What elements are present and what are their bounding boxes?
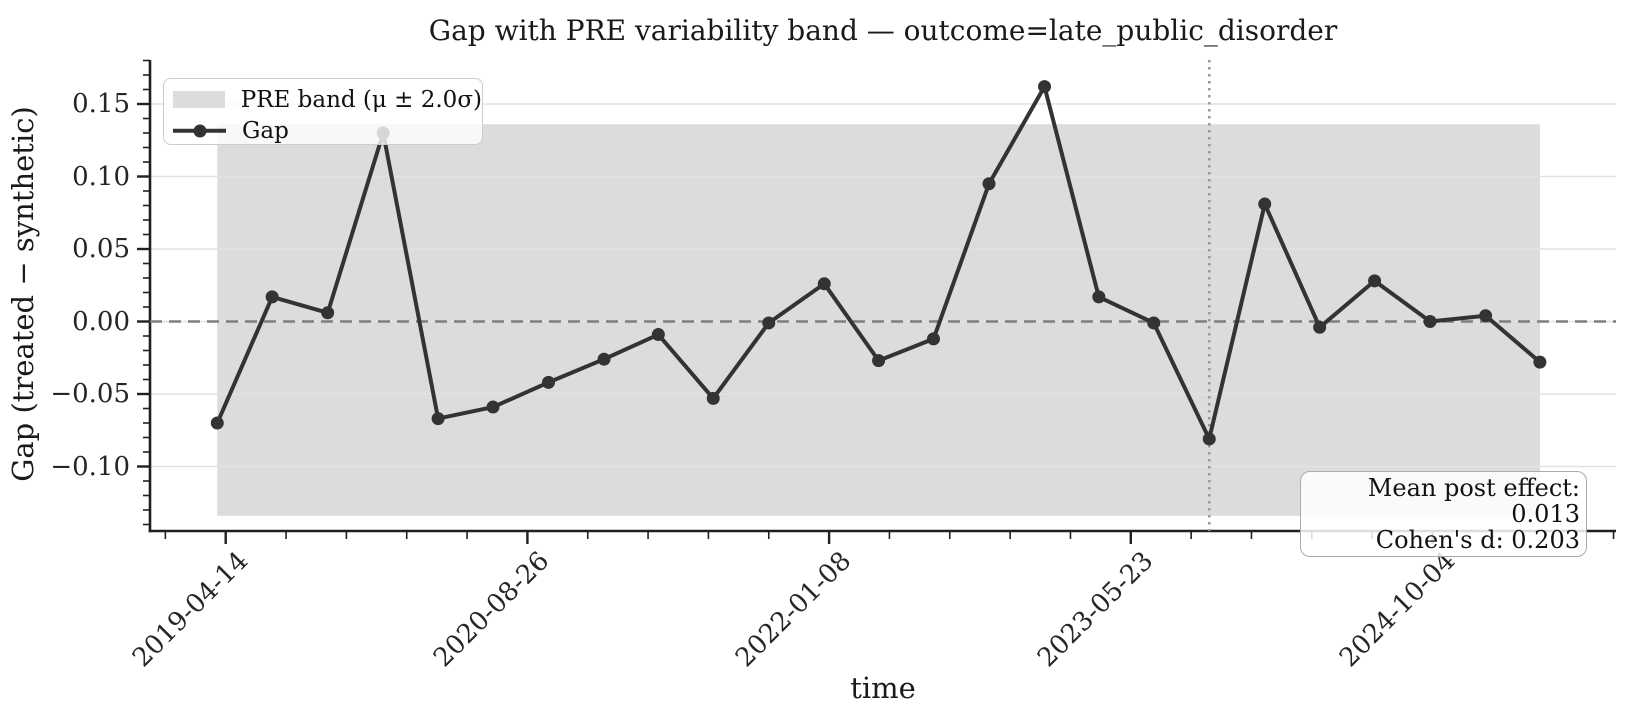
gap-marker [597,352,611,366]
y-tick-label: 0.00 [72,306,130,337]
y-tick-label: 0.10 [72,161,130,192]
gap-marker [762,316,776,330]
legend-item-pre-band: PRE band (μ ± 2.0σ) [164,84,482,115]
y-tick-label: −0.05 [50,379,130,409]
gap-marker [1147,316,1161,330]
legend: PRE band (μ ± 2.0σ) Gap [163,78,483,145]
gap-marker [706,391,720,405]
gap-line-swatch [173,122,226,139]
pre-band-rect [217,124,1540,516]
gap-marker [1423,315,1437,328]
gap-marker [1368,274,1382,288]
gap-marker [265,290,279,304]
pre-band-swatch [173,91,225,108]
gap-marker [817,277,831,291]
gap-marker [1479,309,1493,323]
gap-marker [210,416,224,430]
gap-legend-label: Gap [242,117,289,144]
gap-marker [982,177,996,191]
gap-marker [1092,290,1106,304]
gap-marker [926,332,940,346]
annotation-box: Mean post effect: 0.013 Cohen's d: 0.203 [1300,471,1587,557]
gap-marker [1038,80,1052,94]
chart-title: Gap with PRE variability band — outcome=… [428,14,1338,47]
gap-marker [872,354,886,368]
gap-marker [431,412,445,426]
gap-marker-glyph [193,124,206,137]
y-tick-label: −0.10 [50,451,130,482]
mean-post-effect-text: Mean post effect: 0.013 [1367,474,1580,528]
cohens-d-text: Cohen's d: 0.203 [1375,526,1580,554]
gap-marker [1202,432,1216,446]
gap-marker [1533,355,1547,369]
legend-item-gap: Gap [164,115,482,146]
gap-marker [321,306,335,320]
gap-marker [486,400,500,414]
gap-marker [542,375,556,389]
pre-band-legend-label: PRE band (μ ± 2.0σ) [240,86,482,113]
gap-marker [651,328,665,342]
x-axis-label: time [850,671,916,705]
y-tick-label: 0.15 [72,89,130,119]
gap-marker [1258,197,1272,211]
gap-marker [1313,320,1327,334]
y-tick-label: 0.05 [72,234,130,264]
